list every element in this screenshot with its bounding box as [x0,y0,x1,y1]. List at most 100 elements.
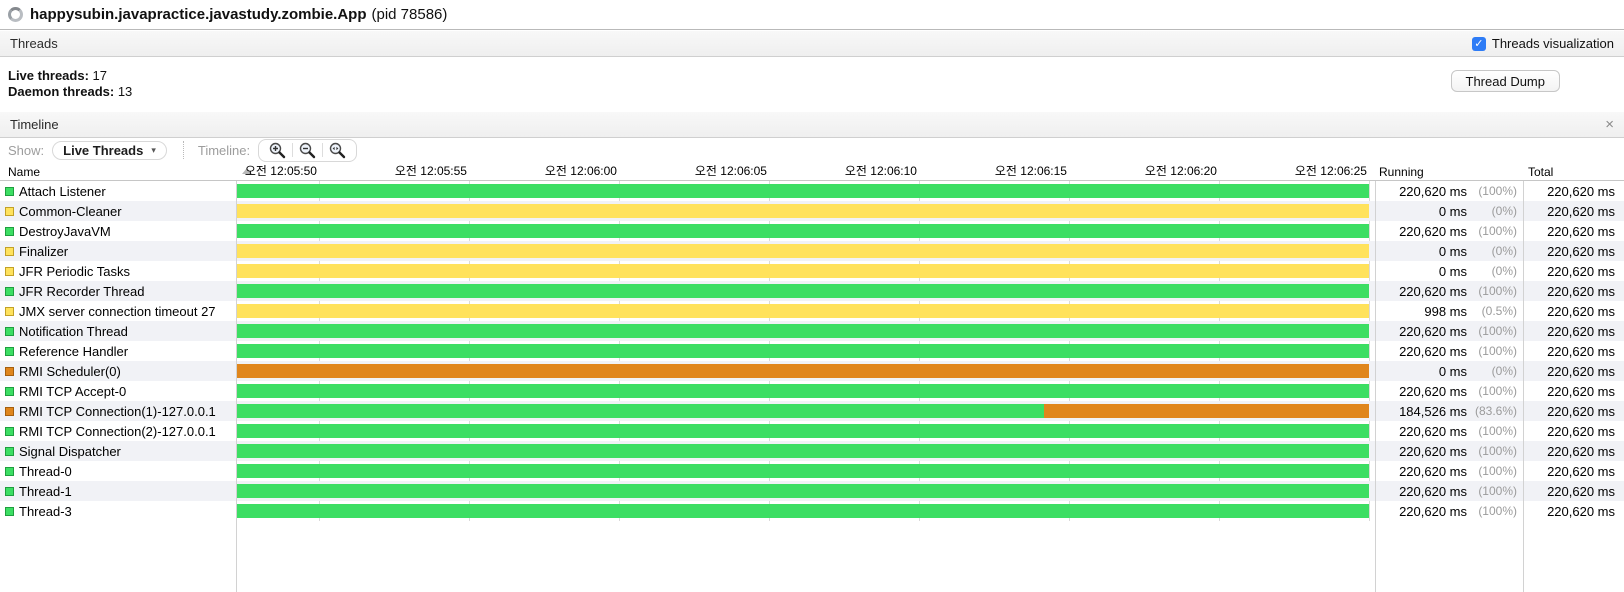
table-row[interactable]: Thread-0 220,620 ms (100%) 220,620 ms [0,461,1624,481]
timeline-bar-segment-yellow [237,204,1369,218]
table-row[interactable]: Finalizer 0 ms (0%) 220,620 ms [0,241,1624,261]
thread-name-cell[interactable]: Finalizer [0,241,236,261]
running-percent: (100%) [1478,184,1517,198]
thread-timeline-bar[interactable] [237,464,1369,478]
table-row[interactable]: Attach Listener 220,620 ms (100%) 220,620 m… [0,181,1624,201]
thread-name-cell[interactable]: DestroyJavaVM [0,221,236,241]
table-row[interactable]: JFR Recorder Thread 220,620 ms (100%) 220,6… [0,281,1624,301]
timestamp-label: 오전 12:06:00 [544,164,617,178]
thread-name-cell[interactable]: Signal Dispatcher [0,441,236,461]
table-row[interactable]: Notification Thread 220,620 ms (100%) 220,6… [0,321,1624,341]
table-row[interactable]: Reference Handler 220,620 ms (100%) 220,620… [0,341,1624,361]
table-row[interactable]: RMI TCP Connection(1)-127.0.0.1 184,526 m… [0,401,1624,421]
table-row[interactable]: Thread-3 220,620 ms (100%) 220,620 ms [0,501,1624,521]
thread-timeline-bar[interactable] [237,204,1369,218]
thread-name: Reference Handler [19,343,129,359]
thread-name-cell[interactable]: Attach Listener [0,181,236,201]
table-row[interactable]: Thread-1 220,620 ms (100%) 220,620 ms [0,481,1624,501]
thread-state-icon [5,286,14,296]
thread-name-cell[interactable]: RMI TCP Connection(2)-127.0.0.1 [0,421,236,441]
threads-visualization-label: Threads visualization [1491,36,1614,51]
thread-timeline-bar[interactable] [237,504,1369,518]
thread-name-cell[interactable]: RMI TCP Connection(1)-127.0.0.1 [0,401,236,421]
threads-section-header: Threads ✓ Threads visualization [0,31,1624,57]
table-row[interactable]: Common-Cleaner 0 ms (0%) 220,620 ms [0,201,1624,221]
thread-timeline-bar[interactable] [237,484,1369,498]
threads-visualization-checkbox[interactable]: ✓ [1471,36,1486,51]
running-percent: (0%) [1491,264,1517,278]
running-cell: 0 ms (0%) [1375,361,1523,381]
name-column-header[interactable]: Name [8,164,41,179]
thread-timeline-bar[interactable] [237,224,1369,238]
thread-name-cell[interactable]: RMI TCP Accept-0 [0,381,236,401]
thread-name: RMI TCP Accept-0 [19,383,127,399]
thread-dump-button[interactable]: Thread Dump [1450,70,1560,92]
table-row[interactable]: JMX server connection timeout 27 998 ms (0… [0,301,1624,321]
thread-timeline-bar[interactable] [237,364,1369,378]
zoom-fit-icon[interactable] [323,141,352,160]
window-title-bar: happysubin.javapractice.javastudy.zombie… [0,0,1624,30]
running-value: 0 ms [1438,243,1467,259]
table-row[interactable]: RMI TCP Accept-0 220,620 ms (100%) 220,620 … [0,381,1624,401]
timestamp-label: 오전 12:06:20 [1144,164,1217,178]
thread-name-cell[interactable]: JFR Periodic Tasks [0,261,236,281]
thread-timeline-bar[interactable] [237,384,1369,398]
threads-summary-panel: Live threads: 17 Daemon threads: 13 Thre… [0,57,1624,112]
table-row[interactable]: Signal Dispatcher 220,620 ms (100%) 220,620… [0,441,1624,461]
table-row[interactable]: JFR Periodic Tasks 0 ms (0%) 220,620 ms [0,261,1624,281]
running-column-header[interactable]: Running [1379,164,1424,179]
zoom-in-icon[interactable] [263,141,292,160]
running-percent: (100%) [1478,284,1517,298]
thread-timeline-bar[interactable] [237,264,1369,278]
total-column-header[interactable]: Total [1528,164,1554,179]
table-row[interactable]: DestroyJavaVM 220,620 ms (100%) 220,620 ms [0,221,1624,241]
running-cell: 998 ms (0.5%) [1375,301,1523,321]
thread-name-cell[interactable]: JMX server connection timeout 27 [0,301,236,321]
thread-name-cell[interactable]: Reference Handler [0,341,236,361]
table-row[interactable]: RMI TCP Connection(2)-127.0.0.1 220,620 m… [0,421,1624,441]
name-column-divider[interactable] [236,162,237,592]
thread-timeline-bar[interactable] [237,444,1369,458]
thread-timeline-bar[interactable] [237,404,1369,418]
thread-state-icon [5,506,14,516]
thread-timeline-bar[interactable] [237,324,1369,338]
timeline-bar-segment-green [237,224,1369,238]
thread-timeline-bar[interactable] [237,424,1369,438]
timeline-column-header[interactable]: 오전 12:05:50 오전 12:05:55 오전 12:06:00 오전 12:0… [236,162,1375,181]
thread-timeline-bar[interactable] [237,184,1369,198]
running-percent: (100%) [1478,464,1517,478]
sort-ascending-icon[interactable] [242,168,252,174]
zoom-out-icon[interactable] [293,141,322,160]
thread-state-icon [5,486,14,496]
thread-name: Thread-3 [19,503,72,519]
running-column-divider[interactable] [1375,162,1376,592]
thread-name-cell[interactable]: Common-Cleaner [0,201,236,221]
thread-name-cell[interactable]: JFR Recorder Thread [0,281,236,301]
thread-name-cell[interactable]: RMI Scheduler(0) [0,361,236,381]
show-threads-dropdown[interactable]: Live Threads ▾ [52,140,167,160]
threads-timeline-table: Name 오전 12:05:50 오전 12:05:55 오전 12:06:00 오전… [0,162,1624,592]
thread-name-cell[interactable]: Notification Thread [0,321,236,341]
total-column-divider[interactable] [1523,162,1524,592]
thread-timeline-bar[interactable] [237,344,1369,358]
thread-timeline-bar[interactable] [237,284,1369,298]
thread-name-cell[interactable]: Thread-1 [0,481,236,501]
zoom-group-divider [292,143,294,157]
thread-timeline-bar[interactable] [237,304,1369,318]
live-threads-line: Live threads: 17 [8,68,132,84]
total-cell: 220,620 ms [1547,203,1615,219]
thread-name-cell[interactable]: Thread-0 [0,461,236,481]
timestamp-label: 오전 12:06:25 [1294,164,1367,178]
thread-state-icon [5,326,14,336]
thread-timeline-bar[interactable] [237,244,1369,258]
show-label: Show: [8,142,45,158]
thread-name: RMI TCP Connection(1)-127.0.0.1 [19,403,216,419]
running-value: 220,620 ms [1399,323,1467,339]
table-row[interactable]: RMI Scheduler(0) 0 ms (0%) 220,620 ms [0,361,1624,381]
close-icon[interactable]: × [1605,116,1614,133]
thread-name: JFR Recorder Thread [19,283,145,299]
chevron-down-icon: ▾ [151,144,156,155]
zoom-button-group [258,138,358,162]
total-cell: 220,620 ms [1547,463,1615,479]
thread-name-cell[interactable]: Thread-3 [0,501,236,521]
